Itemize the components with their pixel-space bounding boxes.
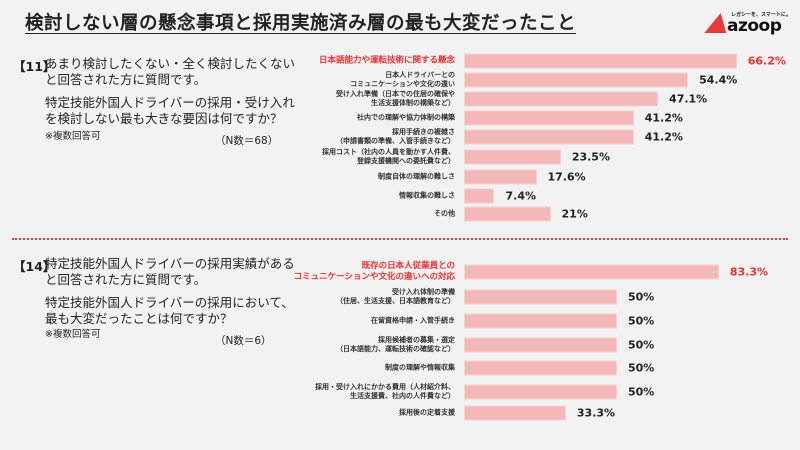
question-14-line: 最も大変だったことは何ですか？ xyxy=(45,311,233,326)
question-14-number: 【14】 xyxy=(13,259,56,274)
bar-category-label: 日本語能力や運転技術に関する懸念 xyxy=(318,55,455,66)
bar-value-label: 50% xyxy=(628,361,655,375)
bar-category-label: 受け入れ準備（日本での住居の確保や 生活支援体制の構築など） xyxy=(336,90,455,107)
bar xyxy=(464,206,551,222)
bar xyxy=(464,360,617,376)
question-14-line: 特定技能外国人ドライバーの採用において、 xyxy=(45,295,294,310)
bar-value-label: 50% xyxy=(628,290,655,304)
bar xyxy=(464,72,689,88)
question-11-note: ※複数回答可 xyxy=(45,131,101,142)
question-14-note: ※複数回答可 xyxy=(45,329,101,340)
logo-tagline: レガシーを、スマートに。 xyxy=(731,12,791,18)
question-11-line: を検討しない最も大きな要因は何ですか？ xyxy=(45,111,283,126)
bar-value-label: 33.3% xyxy=(576,406,616,420)
bar xyxy=(464,110,634,126)
question-11-sample-size: （N数＝68） xyxy=(215,135,279,147)
question-11-line: と回答された方に質問です。 xyxy=(45,72,207,87)
bar xyxy=(464,169,537,185)
bar-value-label: 66.2% xyxy=(747,54,786,68)
azoop-logo: レガシーを、スマートに。 azoop xyxy=(704,11,791,36)
bar-value-label: 41.2% xyxy=(644,111,683,125)
question-14-line: と回答された方に質問です。 xyxy=(45,272,207,287)
question-11-line: 特定技能外国人ドライバーの採用・受け入れ xyxy=(45,95,295,110)
bar-category-label: 在留資格申請・入管手続き xyxy=(371,316,455,325)
bar-value-label: 54.4% xyxy=(699,73,738,87)
bar xyxy=(464,289,617,305)
bar xyxy=(464,264,719,280)
bar-value-label: 41.2% xyxy=(644,130,683,144)
bar-value-label: 83.3% xyxy=(729,265,769,279)
question-11-number: 【11】 xyxy=(13,59,56,74)
bar-category-label: 既存の日本人従業員との コミュニケーションや文化の違いへの対応 xyxy=(293,261,455,282)
bar-value-label: 50% xyxy=(628,338,655,352)
bar xyxy=(464,149,561,165)
bar xyxy=(464,91,659,107)
bar xyxy=(464,53,737,69)
bar-value-label: 7.4% xyxy=(505,189,536,203)
logo-word: azoop xyxy=(727,16,782,36)
bar-category-label: その他 xyxy=(434,209,455,218)
bar-category-label: 日本人ドライバーとの コミュニケーションや文化の違い xyxy=(350,71,455,88)
bar-category-label: 採用手続きの複雑さ （申請書類の準備、入管手続きなど） xyxy=(336,128,455,145)
bar xyxy=(464,188,495,204)
question-14-sample-size: （N数＝6） xyxy=(215,335,272,347)
bar xyxy=(464,129,634,145)
bar-category-label: 採用候補者の募集・選定 （日本語能力、運転技術の確認など） xyxy=(336,336,455,353)
bar-category-label: 情報収集の難しさ xyxy=(399,191,455,200)
bar-value-label: 47.1% xyxy=(669,92,708,106)
bar-value-label: 17.6% xyxy=(547,170,586,184)
bar-category-label: 採用後の定着支援 xyxy=(399,408,455,417)
bar-category-label: 制度自体の理解の難しさ xyxy=(378,172,455,181)
bar-category-label: 社内での理解や協力体制の構築 xyxy=(357,113,455,122)
bar-category-label: 制度の理解や情報収集 xyxy=(385,363,455,372)
bar-category-label: 採用コスト（社内の人員を動かす人件費、 登録支援機関への委託費など） xyxy=(322,148,455,165)
page-title: 検討しない層の懸念事項と採用実施済み層の最も大変だったこと xyxy=(25,13,577,34)
bar-category-label: 受け入れ体制の準備 （住居、生活支援、日本語教育など） xyxy=(336,288,455,305)
bar xyxy=(464,313,617,329)
bar-value-label: 23.5% xyxy=(571,150,610,164)
bar-category-label: 採用・受け入れにかかる費用（人材紹介料、 生活支援費、社内の人件費など） xyxy=(315,383,455,400)
bar xyxy=(464,405,566,421)
bar-value-label: 50% xyxy=(628,385,655,399)
question-11-line: あまり検討したくない・全く検討したくない xyxy=(45,56,296,71)
question-14-line: 特定技能外国人ドライバーの採用実績がある xyxy=(45,256,295,271)
bar-value-label: 50% xyxy=(628,314,655,328)
section-divider xyxy=(12,238,788,240)
bar xyxy=(464,337,617,353)
bar xyxy=(464,384,617,400)
bar-value-label: 21% xyxy=(561,207,588,221)
